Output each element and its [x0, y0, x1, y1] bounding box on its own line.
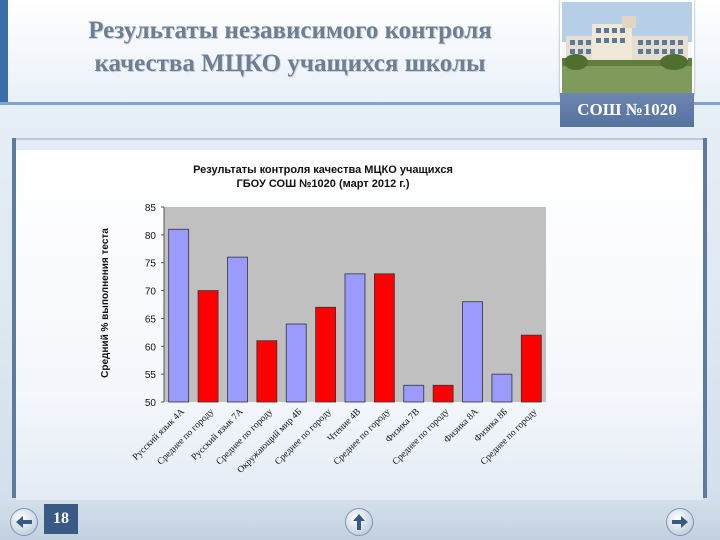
chart-title-line-2: ГБОУ СОШ №1020 (март 2012 г.): [237, 178, 410, 190]
city-average-bar: [256, 340, 278, 403]
chart-title-line-1: Результаты контроля качества МЦКО учащих…: [193, 164, 453, 176]
content-frame-top: [12, 138, 707, 140]
y-axis-label: Средний % выполнения теста: [100, 228, 111, 378]
arrow-right-icon: [672, 516, 688, 528]
y-tick-label: 55: [145, 370, 157, 381]
school-badge: СОШ №1020: [560, 93, 694, 127]
city-average-bar: [432, 384, 454, 403]
school-bar: [227, 256, 248, 403]
chart-container: Результаты контроля качества МЦКО учащих…: [16, 150, 703, 500]
previous-slide-button[interactable]: [10, 508, 38, 536]
y-tick-label: 50: [145, 398, 157, 409]
arrow-up-icon: [353, 514, 365, 530]
x-axis: Русский язык 4А Среднее по городу Русский …: [130, 406, 539, 475]
bar-chart: Результаты контроля качества МЦКО учащих…: [100, 164, 546, 476]
city-average-bar: [315, 306, 337, 403]
home-slide-button[interactable]: [345, 508, 373, 536]
x-tick-label: Русский язык 7А: [189, 406, 245, 462]
school-bar: [462, 301, 483, 403]
slide-title-line-1: Результаты независимого контроля: [88, 17, 492, 44]
school-building-image: [562, 2, 692, 94]
slide-title-line-2: качества МЦКО учащихся школы: [94, 50, 486, 77]
next-slide-button[interactable]: [666, 508, 694, 536]
y-tick-label: 75: [145, 259, 157, 270]
content-frame-left: [12, 138, 16, 498]
y-axis: 50 55 60 65 70 75 80 85: [145, 203, 165, 409]
city-average-bar: [373, 273, 395, 403]
school-bar: [344, 273, 366, 403]
city-average-bar: [197, 290, 219, 403]
school-bar: [403, 384, 425, 403]
y-tick-label: 65: [145, 314, 157, 325]
arrow-left-icon: [16, 516, 32, 528]
y-tick-label: 80: [145, 231, 157, 242]
school-bar: [168, 228, 190, 403]
slide-title: Результаты независимого контроля качеств…: [20, 14, 560, 80]
y-tick-label: 60: [145, 342, 157, 353]
school-bar: [285, 323, 307, 403]
bar-series: [168, 228, 542, 403]
content-frame-right: [703, 138, 707, 498]
school-building-photo: [560, 0, 694, 96]
school-bar: [491, 373, 513, 403]
chart-title: Результаты контроля качества МЦКО учащих…: [193, 164, 453, 190]
city-average-bar: [520, 334, 542, 403]
y-tick-label: 85: [145, 203, 157, 214]
page-number: 18: [44, 504, 78, 534]
header-accent-bar: [0, 0, 8, 104]
y-tick-label: 70: [145, 287, 157, 298]
x-tick-label: Русский язык 4А: [130, 406, 186, 462]
x-tick-label: Среднее по городу: [479, 407, 540, 468]
header-divider: [0, 102, 720, 105]
